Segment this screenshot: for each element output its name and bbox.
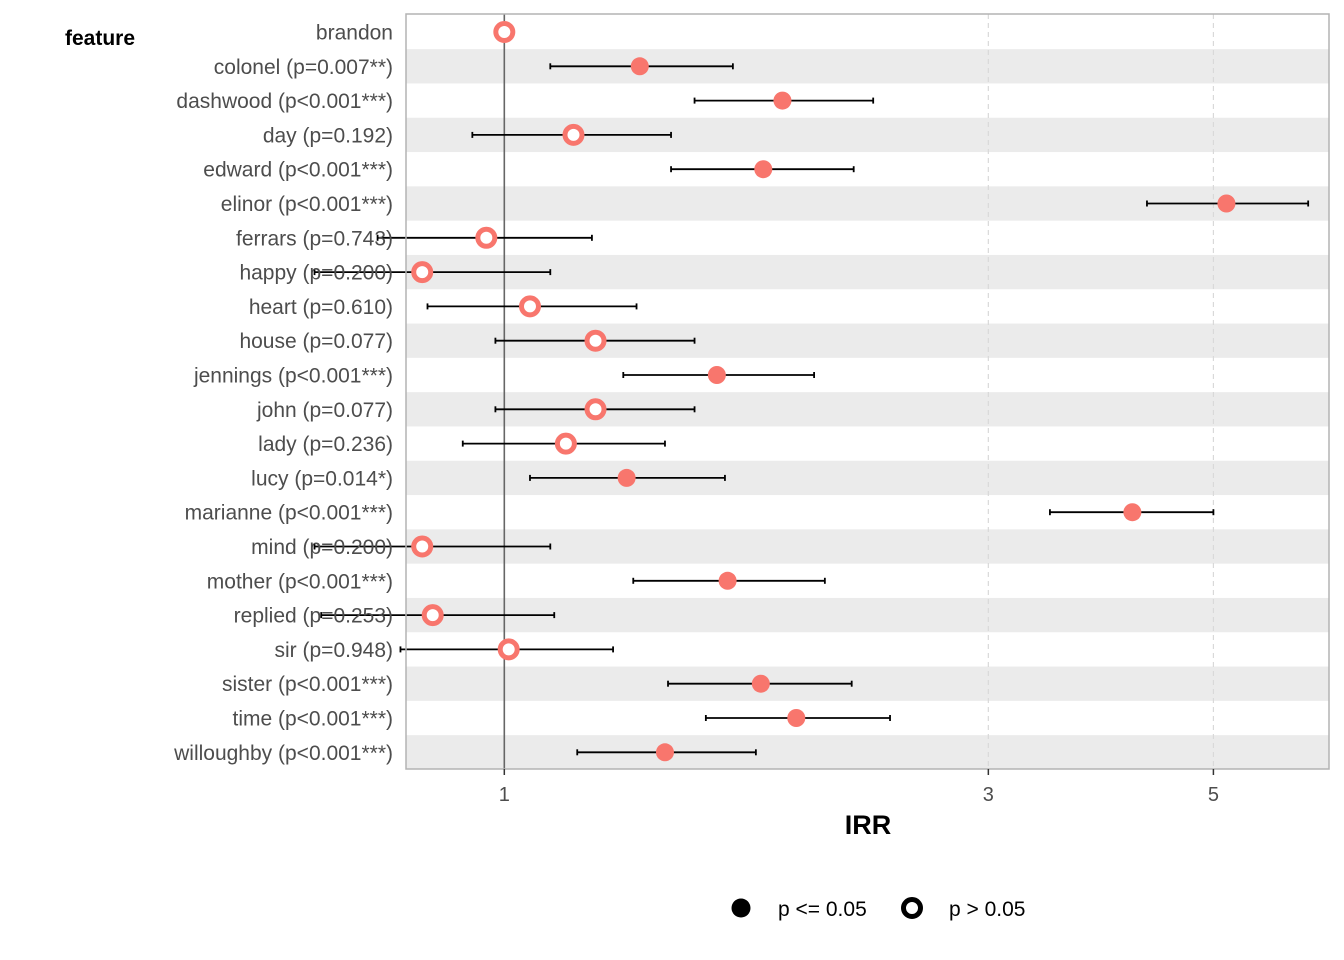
legend-label: p > 0.05 <box>949 898 1025 921</box>
point-significant <box>617 468 636 487</box>
row-label: heart (p=0.610) <box>249 296 393 319</box>
point-significant <box>754 160 773 179</box>
point-significant <box>751 674 770 693</box>
row-label: lady (p=0.236) <box>258 433 393 456</box>
estimate-points <box>411 21 1236 762</box>
point-not-significant <box>421 604 444 627</box>
point-significant <box>707 366 726 384</box>
point-significant <box>630 57 649 76</box>
row-label: sister (p<0.001***) <box>222 673 393 696</box>
row-label: colonel (p=0.007**) <box>214 56 393 79</box>
legend-key-filled <box>731 898 751 918</box>
point-significant <box>787 709 806 727</box>
row-label: time (p<0.001***) <box>232 708 393 731</box>
point-significant <box>773 91 792 110</box>
row-label: willoughby (p<0.001***) <box>173 742 393 765</box>
row-band <box>406 666 1329 701</box>
row-labels: brandon colonel (p=0.007**) dashwood (p<0.… <box>173 22 393 765</box>
point-significant <box>655 743 674 762</box>
row-band <box>406 735 1329 770</box>
y-axis-title: feature <box>65 27 135 50</box>
row-label: house (p=0.077) <box>239 330 393 353</box>
row-label: brandon <box>316 22 393 45</box>
legend-key-open <box>901 897 923 919</box>
legend: p <= 0.05 p > 0.05 <box>731 897 1025 921</box>
row-band <box>406 597 1329 633</box>
x-tick-label: 3 <box>983 784 994 806</box>
row-label: day (p=0.192) <box>263 124 393 147</box>
point-not-significant <box>518 295 541 318</box>
point-not-significant <box>584 329 607 352</box>
row-label: john (p=0.077) <box>256 399 393 422</box>
row-band <box>406 49 1329 84</box>
legend-label: p <= 0.05 <box>778 898 867 921</box>
row-label: ferrars (p=0.743) <box>236 227 393 250</box>
row-band <box>406 254 1329 290</box>
row-label: lucy (p=0.014*) <box>251 467 393 490</box>
point-not-significant <box>562 123 585 146</box>
x-tick-label: 5 <box>1208 784 1219 806</box>
point-not-significant <box>475 226 498 249</box>
x-axis-ticks: 1 3 5 <box>499 769 1219 806</box>
point-not-significant <box>584 398 607 421</box>
point-significant <box>1123 503 1142 522</box>
row-label: mother (p<0.001***) <box>207 570 393 593</box>
point-not-significant <box>493 21 516 43</box>
row-label: happy (p=0.200) <box>239 262 393 285</box>
row-label: mind (p=0.200) <box>251 536 393 559</box>
point-not-significant <box>411 261 434 284</box>
x-axis-title: IRR <box>845 810 892 840</box>
row-label: marianne (p<0.001***) <box>185 502 393 525</box>
row-label: replied (p=0.253) <box>234 605 393 628</box>
row-band <box>406 529 1329 564</box>
row-label: edward (p<0.001***) <box>203 159 393 182</box>
point-not-significant <box>497 638 520 661</box>
row-label: jennings (p<0.001***) <box>193 365 393 388</box>
row-label: dashwood (p<0.001***) <box>176 90 393 113</box>
point-significant <box>718 571 737 590</box>
panel-border <box>405 13 1330 770</box>
point-not-significant <box>554 432 577 455</box>
point-not-significant <box>411 535 434 558</box>
x-tick-label: 1 <box>499 784 510 806</box>
point-significant <box>1217 194 1236 213</box>
row-label: elinor (p<0.001***) <box>221 193 393 216</box>
row-label: sir (p=0.948) <box>275 639 393 662</box>
